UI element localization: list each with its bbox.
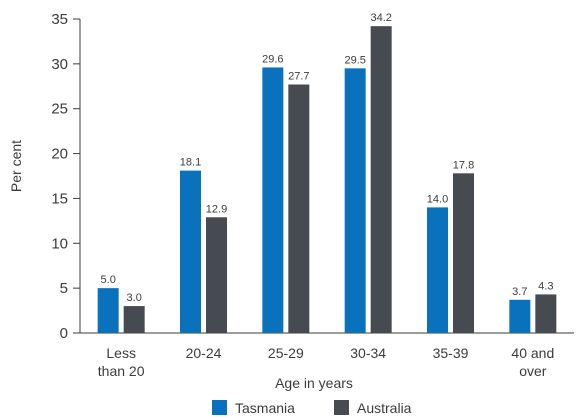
- category-label: 40 and: [511, 345, 554, 361]
- y-axis-title: Per cent: [8, 140, 24, 192]
- y-tick-label: 15: [51, 190, 68, 207]
- category-label: over: [519, 363, 547, 379]
- bar-australia: [370, 26, 392, 333]
- bar-australia: [288, 84, 310, 334]
- legend: Tasmania Australia: [212, 400, 412, 416]
- bar-tasmania: [344, 68, 366, 333]
- y-tick-label: 5: [60, 280, 68, 297]
- legend-swatch-tasmania: [212, 400, 227, 415]
- legend-label: Australia: [357, 400, 412, 416]
- category-label: Less: [106, 345, 136, 361]
- category-label: 30-34: [350, 345, 386, 361]
- data-label: 3.0: [127, 292, 142, 304]
- data-label: 3.7: [512, 286, 527, 298]
- y-axis: 0 5 10 15 20 25 30 35: [51, 11, 81, 342]
- y-tick-label: 10: [51, 235, 68, 252]
- bar-tasmania: [97, 288, 119, 333]
- legend-swatch-australia: [334, 400, 349, 415]
- y-tick-label: 25: [51, 101, 68, 118]
- data-labels: 5.0 3.0 18.1 12.9 29.6 27.7 29.5 34.2 14.0 17.8 3.…: [101, 12, 554, 304]
- y-tick-label: 30: [51, 56, 68, 73]
- data-label: 4.3: [538, 280, 553, 292]
- data-label: 18.1: [180, 157, 201, 169]
- bar-tasmania: [180, 170, 201, 333]
- bar-australia: [206, 217, 227, 333]
- bar-tasmania: [509, 299, 531, 333]
- data-label: 29.6: [262, 53, 283, 65]
- data-label: 14.0: [427, 193, 448, 205]
- data-label: 17.8: [453, 159, 474, 171]
- y-tick-label: 0: [60, 325, 68, 342]
- y-tick-label: 20: [51, 146, 68, 163]
- y-tick-label: 35: [51, 11, 68, 28]
- category-label: 35-39: [433, 345, 469, 361]
- bar-australia: [453, 173, 474, 333]
- category-label: than 20: [98, 363, 145, 379]
- data-label: 34.2: [370, 12, 391, 24]
- bar-australia: [123, 306, 145, 333]
- data-label: 5.0: [101, 274, 116, 286]
- category-labels: Less than 20 20-24 25-29 30-34 35-39 40 and ove…: [98, 345, 554, 379]
- x-axis-title: Age in years: [275, 375, 353, 391]
- legend-label: Tasmania: [235, 400, 295, 416]
- bar-australia: [535, 294, 557, 333]
- category-label: 20-24: [186, 345, 222, 361]
- bars: [97, 26, 557, 334]
- data-label: 12.9: [206, 203, 227, 215]
- bar-tasmania: [427, 207, 448, 333]
- bar-tasmania: [262, 67, 284, 334]
- category-label: 25-29: [268, 345, 304, 361]
- data-label: 29.5: [344, 54, 365, 66]
- data-label: 27.7: [288, 70, 309, 82]
